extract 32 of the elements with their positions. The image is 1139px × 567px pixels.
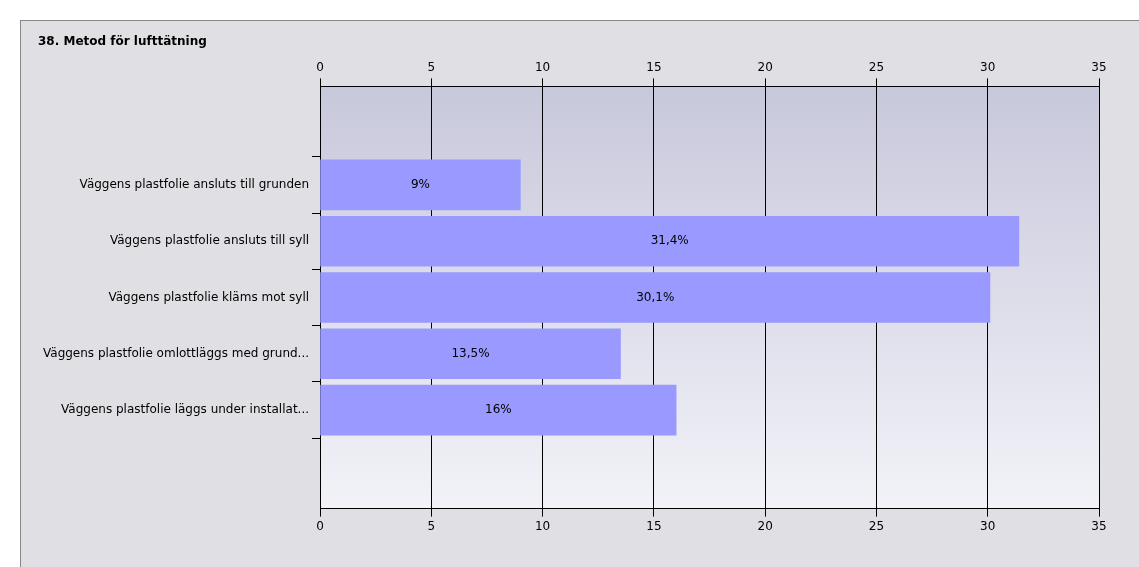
y-tick-label: Väggens plastfolie kläms mot syll xyxy=(108,289,310,304)
bar xyxy=(320,328,621,380)
x-tick-label: 20 xyxy=(757,518,773,533)
x-tick-label: 10 xyxy=(534,518,551,533)
x2-tick-label: 35 xyxy=(1091,60,1107,75)
text: 38. Metod för lufttätning xyxy=(38,34,207,48)
x2-tick-label: 5 xyxy=(427,60,436,75)
x-tick-label: 5 xyxy=(427,518,436,533)
x-tick-label: 30 xyxy=(980,518,996,533)
x2-tick-label: 15 xyxy=(646,60,662,75)
data-label: 9% xyxy=(410,177,430,192)
data-label: 16% xyxy=(485,402,512,417)
x2-tick-label: 20 xyxy=(757,60,773,75)
bar xyxy=(320,215,1020,267)
x2-tick-label: 25 xyxy=(868,60,885,75)
bar xyxy=(320,272,991,323)
x-tick-label: 15 xyxy=(646,518,662,533)
x2-tick-label: 10 xyxy=(534,60,551,75)
bar xyxy=(320,159,521,211)
data-label: 30,1% xyxy=(636,289,675,304)
x-tick-label: 25 xyxy=(868,518,885,533)
y-tick-label: Väggens plastfolie ansluts till syll xyxy=(109,233,310,248)
y-tick-label: Väggens plastfolie ansluts till grunden xyxy=(79,177,310,192)
data-label: 31,4% xyxy=(650,233,689,248)
x2-tick-label: 0 xyxy=(316,60,324,75)
bar xyxy=(320,384,677,436)
x2-tick-label: 30 xyxy=(980,60,996,75)
y-tick-label: Väggens plastfolie omlottläggs med grund... xyxy=(43,345,310,360)
x-tick-label: 35 xyxy=(1091,518,1107,533)
x-tick-label: 0 xyxy=(316,518,324,533)
data-label: 13,5% xyxy=(451,345,490,360)
y-tick-label: Väggens plastfolie läggs under installat... xyxy=(61,402,310,417)
